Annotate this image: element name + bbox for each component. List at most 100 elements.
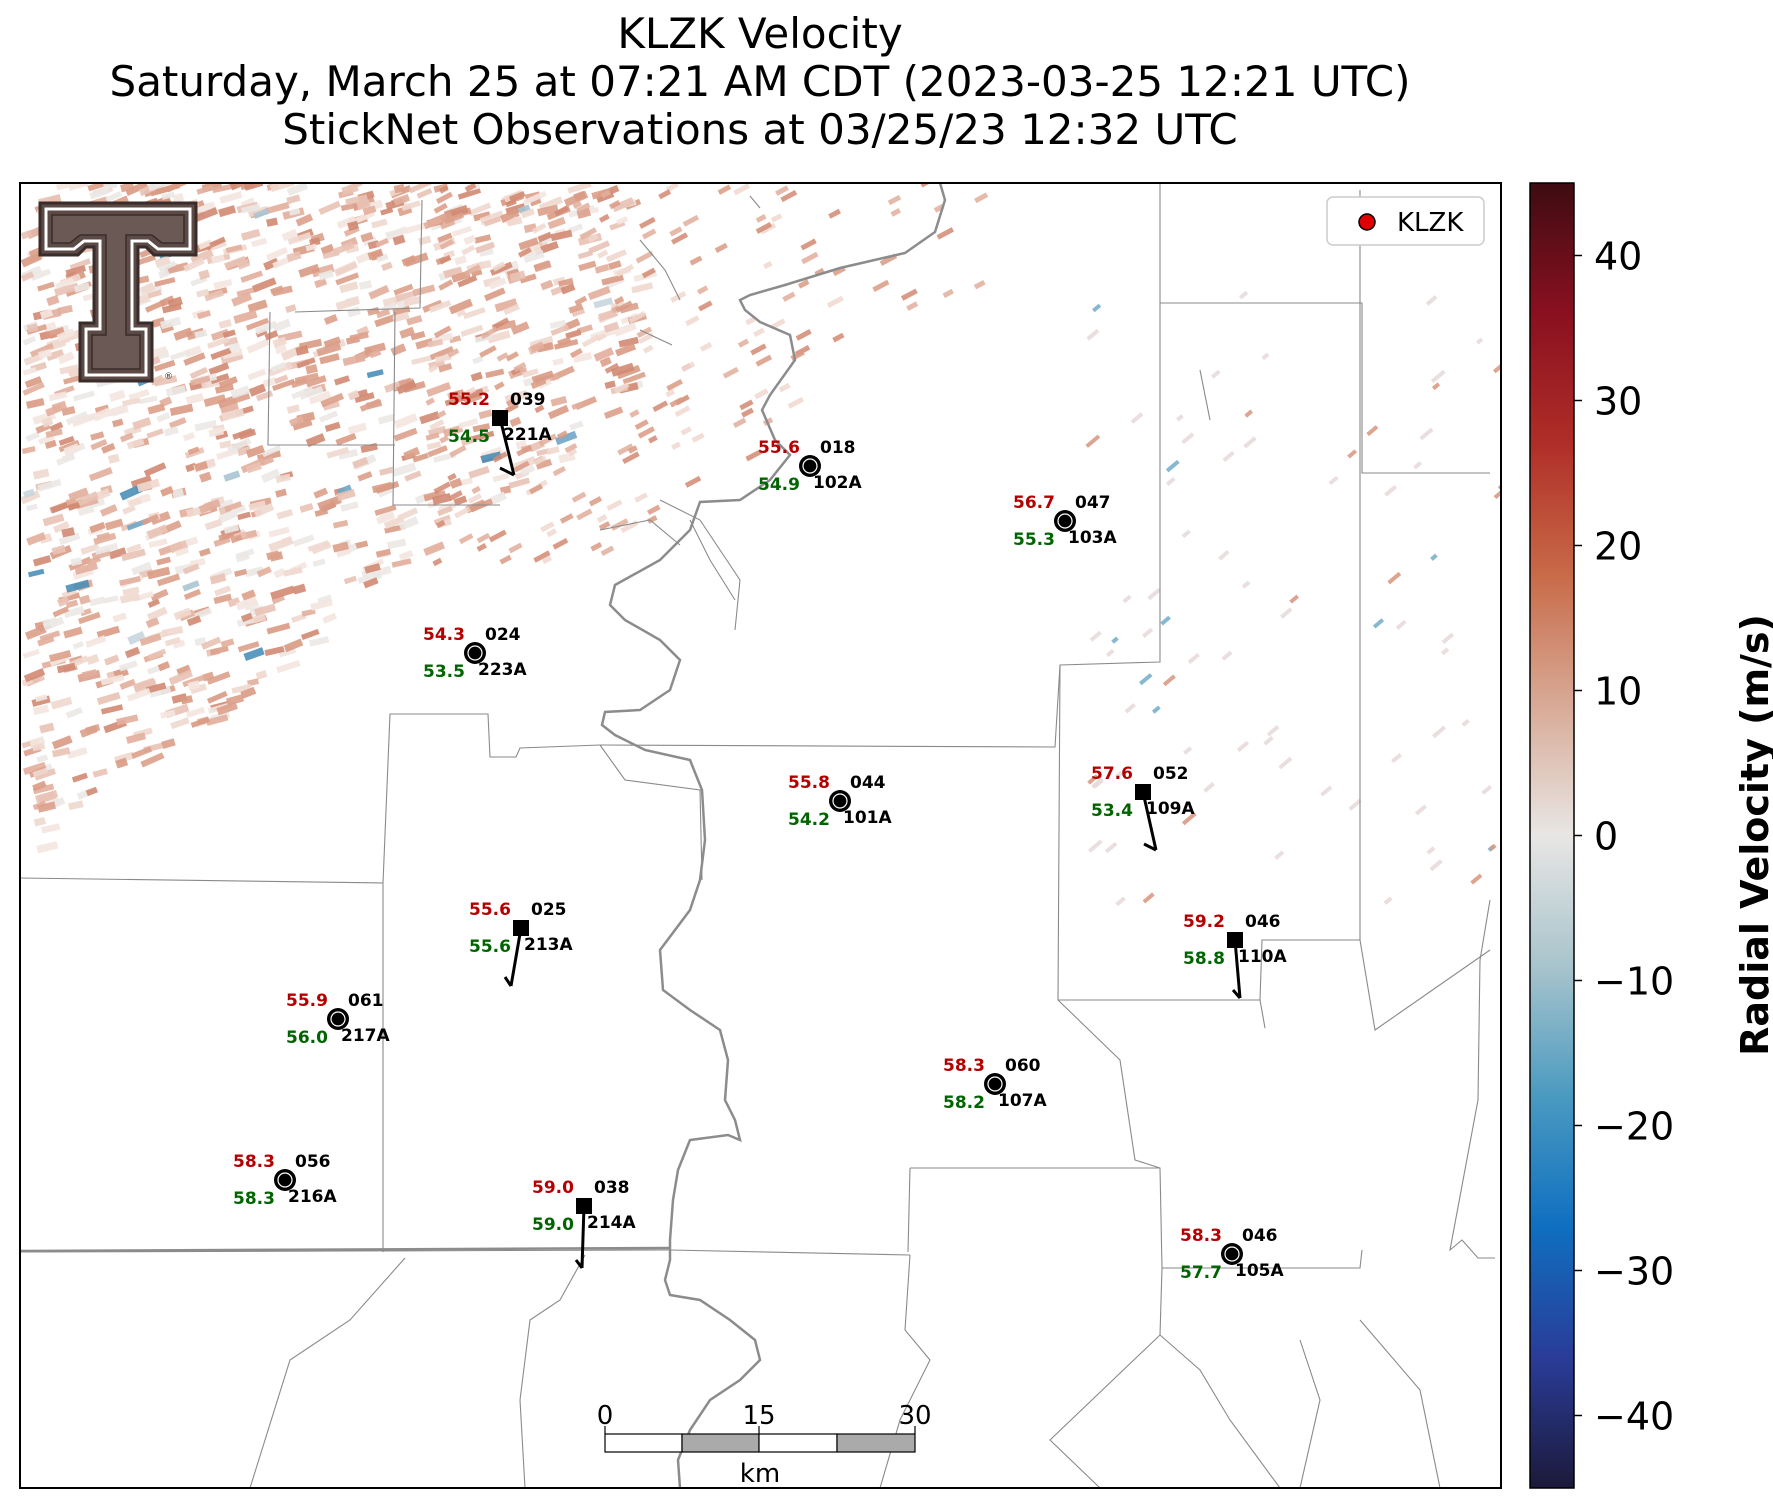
station-circle-icon	[1221, 1243, 1243, 1265]
station-circle-icon	[274, 1169, 296, 1191]
station-102A[interactable]: 55.6 018 54.9 102A	[758, 438, 862, 495]
station-id: 223A	[478, 660, 527, 680]
station-number: 046	[1242, 1226, 1278, 1246]
wind-barb-icon	[580, 1205, 586, 1269]
station-id: 221A	[503, 425, 552, 445]
station-temp: 58.3	[1180, 1226, 1222, 1246]
station-id: 216A	[288, 1187, 337, 1207]
station-number: 039	[510, 390, 546, 410]
station-temp: 56.7	[1013, 493, 1055, 513]
colorbar-tick-label: 20	[1594, 525, 1642, 569]
station-109A[interactable]: 57.6 052 53.4 109A	[1091, 764, 1195, 852]
station-circle-icon	[829, 790, 851, 812]
station-circle-icon	[799, 455, 821, 477]
station-square-icon	[492, 410, 508, 426]
title-line-2: Saturday, March 25 at 07:21 AM CDT (2023…	[109, 57, 1411, 106]
station-number: 044	[850, 773, 886, 793]
station-square-icon	[513, 920, 529, 936]
station-id: 109A	[1146, 799, 1195, 819]
station-temp: 55.6	[469, 900, 511, 920]
station-dewpoint: 55.6	[469, 937, 511, 957]
station-temp: 58.3	[233, 1152, 275, 1172]
county-boundaries	[20, 183, 1495, 1488]
station-dewpoint: 53.5	[423, 662, 465, 682]
station-107A[interactable]: 58.3 060 58.2 107A	[943, 1056, 1047, 1113]
station-number: 061	[348, 991, 384, 1011]
station-213A[interactable]: 55.6 025 55.6 213A	[469, 900, 573, 987]
legend-label: KLZK	[1397, 208, 1464, 238]
river	[600, 183, 947, 1488]
colorbar-tick-label: 40	[1594, 235, 1642, 279]
scale-tick-0: 0	[597, 1401, 614, 1431]
station-214A[interactable]: 59.0 038 59.0 214A	[532, 1178, 636, 1269]
title-line-3: StickNet Observations at 03/25/23 12:32 …	[282, 105, 1238, 154]
station-dewpoint: 56.0	[286, 1028, 328, 1048]
station-221A[interactable]: 55.2 039 54.5 221A	[448, 390, 552, 477]
station-217A[interactable]: 55.9 061 56.0 217A	[286, 991, 390, 1048]
station-dewpoint: 59.0	[532, 1215, 574, 1235]
station-circle-icon	[327, 1008, 349, 1030]
station-number: 024	[485, 625, 521, 645]
svg-text:®: ®	[164, 372, 173, 382]
wind-barb-icon	[509, 927, 523, 987]
map-frame	[19, 182, 1502, 1489]
title-line-1: KLZK Velocity	[617, 9, 903, 58]
wind-barb-icon	[498, 417, 516, 476]
station-105A[interactable]: 58.3 046 57.7 105A	[1180, 1226, 1284, 1283]
station-dewpoint: 54.9	[758, 475, 800, 495]
colorbar-tick-label: 10	[1594, 670, 1642, 714]
colorbar-tick-label: 0	[1594, 815, 1618, 859]
station-number: 046	[1245, 912, 1281, 932]
colorbar-label: Radial Velocity (m/s)	[1733, 614, 1773, 1056]
wind-barb-icon	[1233, 939, 1242, 999]
station-number: 025	[531, 900, 567, 920]
station-temp: 59.2	[1183, 912, 1225, 932]
station-216A[interactable]: 58.3 056 58.3 216A	[233, 1152, 337, 1209]
station-circle-icon	[1054, 510, 1076, 532]
station-id: 105A	[1235, 1261, 1284, 1281]
station-circle-icon	[464, 642, 486, 664]
station-id: 213A	[524, 935, 573, 955]
station-square-icon	[576, 1198, 592, 1214]
chart-title: KLZK Velocity Saturday, March 25 at 07:2…	[0, 10, 1520, 154]
station-square-icon	[1135, 784, 1151, 800]
station-number: 018	[820, 438, 856, 458]
station-temp: 59.0	[532, 1178, 574, 1198]
station-dewpoint: 57.7	[1180, 1263, 1222, 1283]
station-110A[interactable]: 59.2 046 58.8 110A	[1183, 912, 1287, 999]
scale-tick-30: 30	[898, 1401, 931, 1431]
station-dewpoint: 54.5	[448, 427, 490, 447]
map-area[interactable]	[20, 183, 1501, 1488]
station-103A[interactable]: 56.7 047 55.3 103A	[1013, 493, 1117, 550]
station-dewpoint: 58.2	[943, 1093, 985, 1113]
station-temp: 58.3	[943, 1056, 985, 1076]
station-id: 110A	[1238, 947, 1287, 967]
station-dewpoint: 58.8	[1183, 949, 1225, 969]
station-temp: 57.6	[1091, 764, 1133, 784]
colorbar-tick-label: 30	[1594, 380, 1642, 424]
station-temp: 54.3	[423, 625, 465, 645]
station-id: 103A	[1068, 528, 1117, 548]
station-id: 214A	[587, 1213, 636, 1233]
state-boundary	[20, 1246, 671, 1253]
scale-bar: 0 15 30 km	[597, 1401, 932, 1489]
scale-unit: km	[740, 1459, 780, 1489]
station-number: 047	[1075, 493, 1111, 513]
station-dewpoint: 55.3	[1013, 530, 1055, 550]
legend-box	[1326, 196, 1485, 246]
station-number: 052	[1153, 764, 1189, 784]
texas-tech-logo: TT ®	[38, 201, 198, 383]
colorbar-gradient	[1529, 182, 1575, 1489]
station-temp: 55.9	[286, 991, 328, 1011]
station-id: 101A	[843, 808, 892, 828]
colorbar-tick-label: −10	[1594, 960, 1674, 1004]
station-temp: 55.2	[448, 390, 490, 410]
station-223A[interactable]: 54.3 024 53.5 223A	[423, 625, 527, 682]
station-number: 038	[594, 1178, 630, 1198]
station-square-icon	[1227, 932, 1243, 948]
colorbar-tick-label: −40	[1594, 1395, 1674, 1439]
station-id: 107A	[998, 1091, 1047, 1111]
legend: KLZK	[1326, 196, 1485, 246]
station-101A[interactable]: 55.8 044 54.2 101A	[788, 773, 892, 830]
